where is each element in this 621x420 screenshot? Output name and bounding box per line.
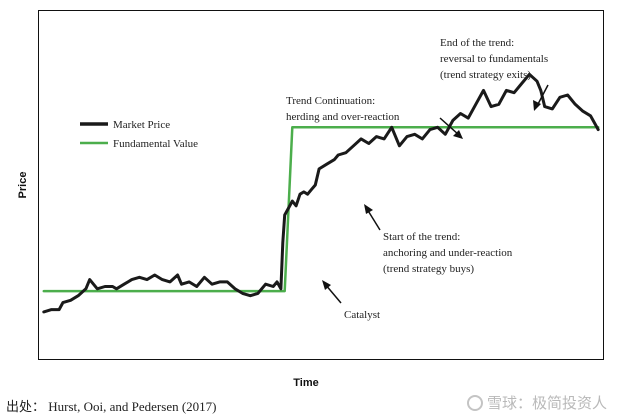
annotation-catalyst-arrowhead	[322, 280, 331, 290]
annotation-continuation-line-2: herding and over-reaction	[286, 111, 400, 123]
legend-label-market-price: Market Price	[113, 119, 170, 131]
annotation-catalyst: Catalyst	[322, 280, 380, 321]
annotation-start-line-2: anchoring and under-reaction	[383, 247, 513, 259]
annotation-start-of-trend: Start of the trend: anchoring and under-…	[364, 204, 513, 275]
annotation-end-line-3: (trend strategy exits)	[440, 69, 531, 81]
xueqiu-logo-icon	[466, 395, 483, 411]
annotation-start-arrowhead	[364, 204, 373, 214]
y-axis-label: Price	[17, 172, 29, 199]
annotation-continuation-arrowhead	[453, 130, 463, 139]
x-axis-label: Time	[293, 377, 318, 389]
plot-frame	[38, 10, 604, 360]
annotation-end-line-1: End of the trend:	[440, 37, 514, 49]
watermark-text: 雪球：极简投资人	[486, 394, 607, 412]
annotation-catalyst-line-1: Catalyst	[344, 309, 380, 321]
annotation-end-arrowhead	[533, 100, 541, 111]
annotation-end-of-trend: End of the trend: reversal to fundamenta…	[440, 37, 549, 111]
series-line-market-price	[42, 72, 600, 314]
legend: Market Price Fundamental Value	[80, 119, 198, 150]
annotation-start-line-3: (trend strategy buys)	[383, 263, 474, 275]
annotation-end-arrow	[536, 84, 549, 107]
annotation-continuation-line-1: Trend Continuation:	[286, 95, 375, 107]
annotation-continuation-arrow	[439, 117, 460, 136]
annotation-end-line-2: reversal to fundamentals	[440, 53, 548, 65]
annotation-start-arrow	[366, 208, 381, 231]
legend-label-fundamental-value: Fundamental Value	[113, 138, 198, 150]
annotation-start-line-1: Start of the trend:	[383, 231, 460, 243]
annotation-trend-continuation: Trend Continuation: herding and over-rea…	[286, 95, 463, 139]
source-citation: 出处： Hurst, Ooi, and Pedersen (2017)	[6, 399, 217, 414]
watermark: 雪球：极简投资人	[466, 392, 607, 413]
